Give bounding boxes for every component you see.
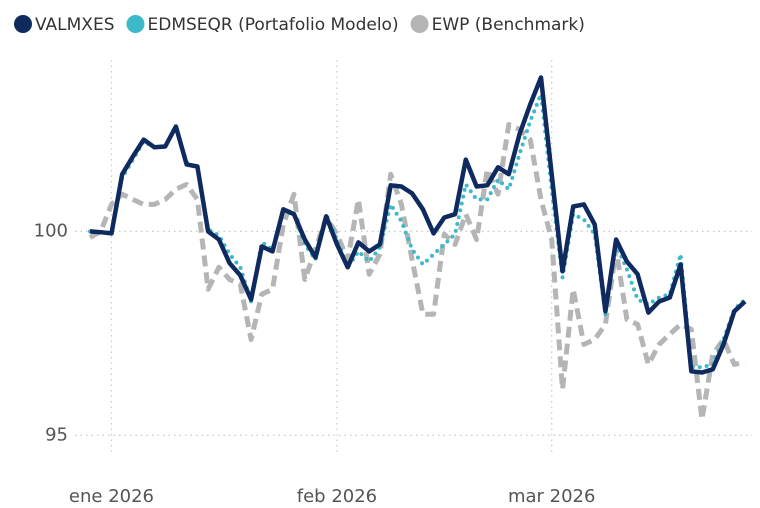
legend-marker [14, 15, 32, 33]
line-series [89, 75, 747, 375]
legend-label: EWP (Benchmark) [432, 15, 585, 35]
x-tick-label: ene 2026 [69, 486, 154, 507]
legend: VALMXES EDMSEQR (Portafolio Modelo) EWP (B… [14, 15, 585, 35]
line-series [88, 122, 746, 422]
legend-marker [126, 15, 145, 33]
legend-marker [410, 15, 429, 33]
y-tick-label: 100 [34, 220, 68, 241]
legend-label: VALMXES [35, 15, 115, 35]
y-tick-label: 95 [45, 424, 68, 445]
line-series [88, 92, 747, 370]
x-tick-label: feb 2026 [297, 486, 377, 507]
legend-label: EDMSEQR (Portafolio Modelo) [148, 15, 399, 35]
x-tick-label: mar 2026 [508, 486, 596, 507]
